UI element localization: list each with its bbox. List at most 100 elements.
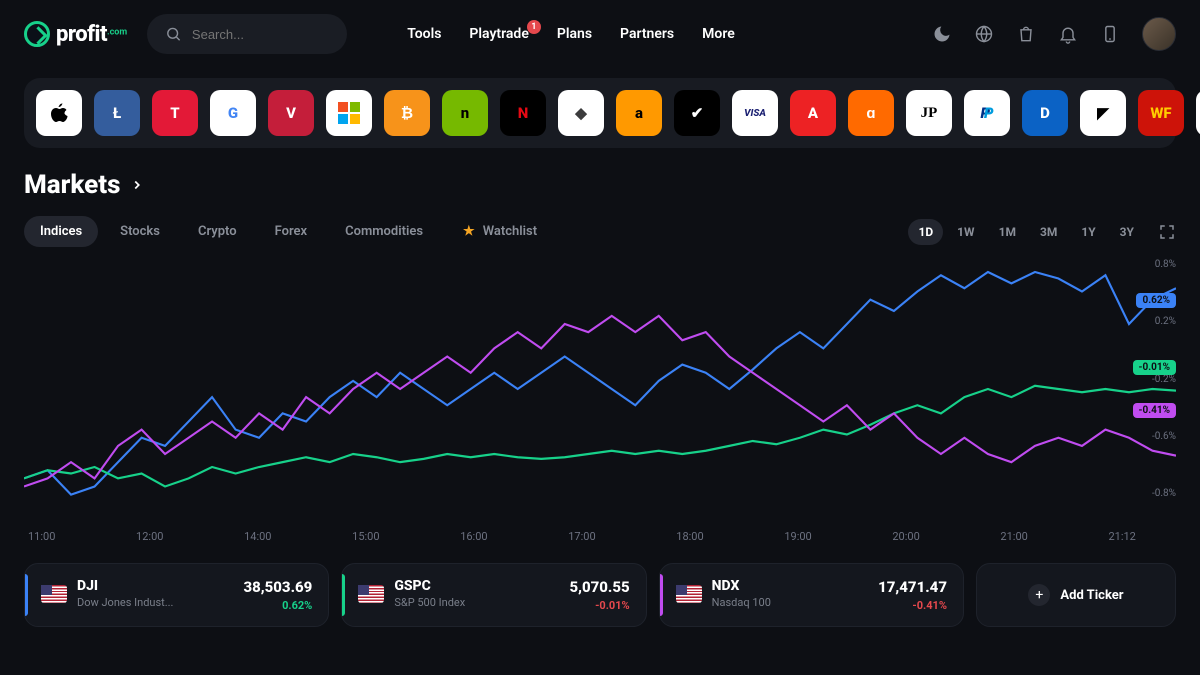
ticker-price: 38,503.69 <box>243 578 312 596</box>
logo-text: profit.com <box>56 22 127 47</box>
brand-nvidia[interactable]: n <box>442 90 488 136</box>
shopping-bag-icon[interactable] <box>1016 24 1036 44</box>
nav-more[interactable]: More <box>702 26 735 42</box>
nav-partners[interactable]: Partners <box>620 26 674 42</box>
tab-stocks[interactable]: Stocks <box>104 216 176 247</box>
brand-microsoft[interactable] <box>326 90 372 136</box>
bell-icon[interactable] <box>1058 24 1078 44</box>
star-icon: ★ <box>463 224 475 239</box>
expand-icon[interactable] <box>1158 223 1176 241</box>
brand-amd[interactable]: ◤ <box>1080 90 1126 136</box>
brand-visa[interactable]: VISA <box>732 90 778 136</box>
brand-ticker-strip: ŁTGV₿nN◆a✔VISAAɑJPPPD◤WF <box>24 78 1176 148</box>
ticker-symbol: DJI <box>77 578 173 594</box>
ticker-name: Dow Jones Indust... <box>77 596 173 609</box>
us-flag-icon <box>41 585 67 603</box>
top-icon-group <box>932 17 1176 51</box>
x-tick: 16:00 <box>460 530 487 543</box>
range-tabs: 1D1W1M3M1Y3Y <box>908 219 1144 245</box>
page-title-text: Markets <box>24 170 120 200</box>
brand-amazon[interactable]: a <box>616 90 662 136</box>
ticker-change: -0.41% <box>878 599 947 612</box>
range-3Y[interactable]: 3Y <box>1110 219 1144 245</box>
tab-watchlist[interactable]: ★ Watchlist <box>447 216 553 247</box>
brand-vanguard[interactable]: V <box>268 90 314 136</box>
tab-commodities[interactable]: Commodities <box>329 216 439 247</box>
search-input[interactable] <box>192 27 329 42</box>
brand-disney[interactable]: D <box>1022 90 1068 136</box>
nav-plans[interactable]: Plans <box>557 26 592 42</box>
logo-mark-icon <box>24 21 50 47</box>
page-title[interactable]: Markets <box>24 170 1176 200</box>
category-tabs: IndicesStocksCryptoForexCommodities <box>24 216 439 247</box>
topbar: profit.com Tools Playtrade1 Plans Partners M… <box>0 0 1200 64</box>
ticker-card-dji[interactable]: DJI Dow Jones Indust... 38,503.69 0.62% <box>24 563 329 627</box>
x-tick: 14:00 <box>244 530 271 543</box>
us-flag-icon <box>676 585 702 603</box>
market-chart: 0.8%0.2%-0.2%-0.6%-0.8% 0.62%-0.01%-0.41… <box>24 259 1176 549</box>
brand-netflix[interactable]: N <box>500 90 546 136</box>
end-badge-dji: 0.62% <box>1136 293 1176 308</box>
avatar[interactable] <box>1142 17 1176 51</box>
end-badge-gspc: -0.01% <box>1133 360 1176 375</box>
x-tick: 18:00 <box>676 530 703 543</box>
nav-tools[interactable]: Tools <box>407 26 441 42</box>
ticker-change: 0.62% <box>243 599 312 612</box>
nav-badge: 1 <box>527 20 541 34</box>
brand-google[interactable]: G <box>210 90 256 136</box>
chart-x-axis: 11:0012:0014:0015:0016:0017:0018:0019:00… <box>24 530 1176 543</box>
x-tick: 20:00 <box>892 530 919 543</box>
brand-alibaba[interactable]: ɑ <box>848 90 894 136</box>
brand-tesla[interactable]: T <box>152 90 198 136</box>
x-tick: 21:00 <box>1000 530 1027 543</box>
main-nav: Tools Playtrade1 Plans Partners More <box>407 26 735 42</box>
brand-wellsfargo[interactable]: WF <box>1138 90 1184 136</box>
search-icon <box>165 24 182 44</box>
ticker-card-ndx[interactable]: NDX Nasdaq 100 17,471.47 -0.41% <box>659 563 964 627</box>
nav-playtrade[interactable]: Playtrade1 <box>469 26 528 42</box>
x-tick: 12:00 <box>136 530 163 543</box>
dark-mode-icon[interactable] <box>932 24 952 44</box>
ticker-symbol: NDX <box>712 578 771 594</box>
mobile-icon[interactable] <box>1100 24 1120 44</box>
ticker-price: 5,070.55 <box>569 578 629 596</box>
globe-icon[interactable] <box>974 24 994 44</box>
end-badge-ndx: -0.41% <box>1133 403 1176 418</box>
x-tick: 11:00 <box>28 530 55 543</box>
brand-ethereum[interactable]: ◆ <box>558 90 604 136</box>
ticker-symbol: GSPC <box>394 578 465 594</box>
watchlist-label: Watchlist <box>483 224 537 239</box>
ticker-cards: DJI Dow Jones Indust... 38,503.69 0.62% … <box>24 563 1176 627</box>
chevron-right-icon <box>130 178 144 192</box>
chart-canvas <box>24 259 1176 519</box>
brand-litecoin[interactable]: Ł <box>94 90 140 136</box>
x-tick: 17:00 <box>568 530 595 543</box>
ticker-price: 17,471.47 <box>878 578 947 596</box>
x-tick: 21:12 <box>1108 530 1135 543</box>
ticker-card-gspc[interactable]: GSPC S&P 500 Index 5,070.55 -0.01% <box>341 563 646 627</box>
tab-indices[interactable]: Indices <box>24 216 98 247</box>
range-1W[interactable]: 1W <box>947 219 984 245</box>
search-box[interactable] <box>147 14 347 54</box>
ticker-name: Nasdaq 100 <box>712 596 771 609</box>
range-1M[interactable]: 1M <box>989 219 1026 245</box>
brand-mastercard[interactable] <box>1196 90 1200 136</box>
y-tick: 0.2% <box>1152 316 1176 327</box>
logo[interactable]: profit.com <box>24 21 127 47</box>
brand-jpmorgan[interactable]: JP <box>906 90 952 136</box>
add-ticker-label: Add Ticker <box>1060 588 1123 603</box>
brand-apple[interactable] <box>36 90 82 136</box>
series-dji <box>24 272 1176 495</box>
range-1D[interactable]: 1D <box>908 219 943 245</box>
range-1Y[interactable]: 1Y <box>1071 219 1105 245</box>
brand-nike[interactable]: ✔ <box>674 90 720 136</box>
tab-crypto[interactable]: Crypto <box>182 216 253 247</box>
brand-adobe[interactable]: A <box>790 90 836 136</box>
brand-bitcoin[interactable]: ₿ <box>384 90 430 136</box>
series-ndx <box>24 316 1176 487</box>
market-controls: IndicesStocksCryptoForexCommodities ★ Wa… <box>24 216 1176 247</box>
tab-forex[interactable]: Forex <box>259 216 324 247</box>
add-ticker-button[interactable]: +Add Ticker <box>976 563 1176 627</box>
brand-paypal[interactable]: PP <box>964 90 1010 136</box>
range-3M[interactable]: 3M <box>1030 219 1067 245</box>
